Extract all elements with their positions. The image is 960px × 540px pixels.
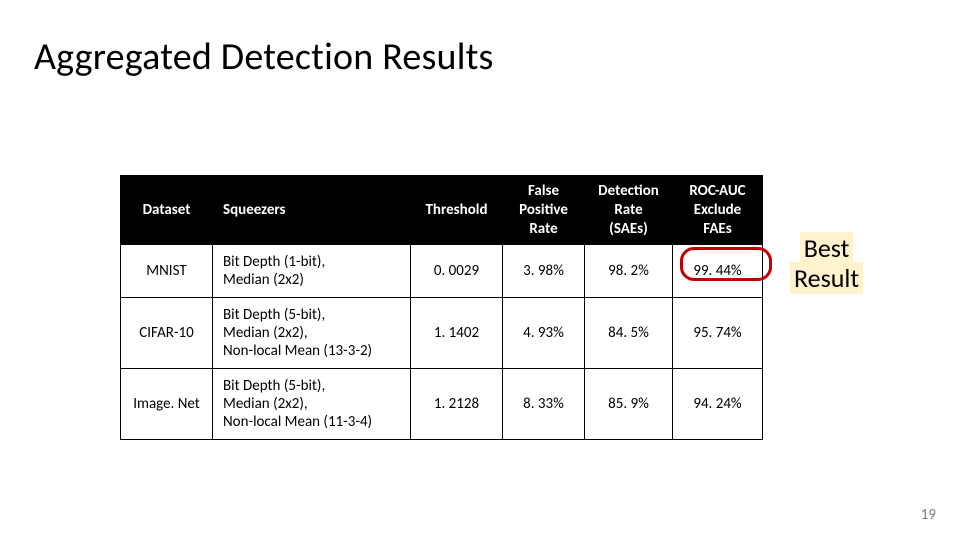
cell-dataset: Image. Net (121, 369, 213, 440)
cell-detection: 98. 2% (585, 245, 673, 298)
callout-line2: Result (790, 262, 863, 294)
col-header-detection: DetectionRate(SAEs) (585, 176, 673, 245)
col-header-squeezers: Squeezers (213, 176, 411, 245)
cell-dataset: CIFAR-10 (121, 298, 213, 369)
cell-squeezers: Bit Depth (5-bit),Median (2x2),Non-local… (213, 369, 411, 440)
cell-detection: 85. 9% (585, 369, 673, 440)
cell-squeezers: Bit Depth (5-bit),Median (2x2),Non-local… (213, 298, 411, 369)
cell-rocauc: 95. 74% (673, 298, 763, 369)
col-header-dataset: Dataset (121, 176, 213, 245)
cell-fpr: 3. 98% (503, 245, 585, 298)
cell-dataset: MNIST (121, 245, 213, 298)
col-header-threshold: Threshold (411, 176, 503, 245)
cell-threshold: 1. 1402 (411, 298, 503, 369)
cell-fpr: 8. 33% (503, 369, 585, 440)
cell-threshold: 0. 0029 (411, 245, 503, 298)
slide-title: Aggregated Detection Results (34, 34, 926, 80)
cell-fpr: 4. 93% (503, 298, 585, 369)
cell-squeezers: Bit Depth (1-bit),Median (2x2) (213, 245, 411, 298)
best-result-callout: Best Result (790, 234, 863, 294)
results-table: Dataset Squeezers Threshold FalsePositiv… (120, 175, 763, 440)
slide: Aggregated Detection Results Dataset Squ… (0, 0, 960, 540)
cell-detection: 84. 5% (585, 298, 673, 369)
col-header-rocauc: ROC-AUCExcludeFAEs (673, 176, 763, 245)
results-table-wrap: Dataset Squeezers Threshold FalsePositiv… (120, 175, 763, 440)
page-number: 19 (921, 506, 936, 524)
table-row: CIFAR-10 Bit Depth (5-bit),Median (2x2),… (121, 298, 763, 369)
cell-rocauc: 94. 24% (673, 369, 763, 440)
cell-threshold: 1. 2128 (411, 369, 503, 440)
table-row: MNIST Bit Depth (1-bit),Median (2x2) 0. … (121, 245, 763, 298)
table-header-row: Dataset Squeezers Threshold FalsePositiv… (121, 176, 763, 245)
cell-rocauc: 99. 44% (673, 245, 763, 298)
table-row: Image. Net Bit Depth (5-bit),Median (2x2… (121, 369, 763, 440)
col-header-fpr: FalsePositiveRate (503, 176, 585, 245)
callout-line1: Best (800, 232, 854, 264)
